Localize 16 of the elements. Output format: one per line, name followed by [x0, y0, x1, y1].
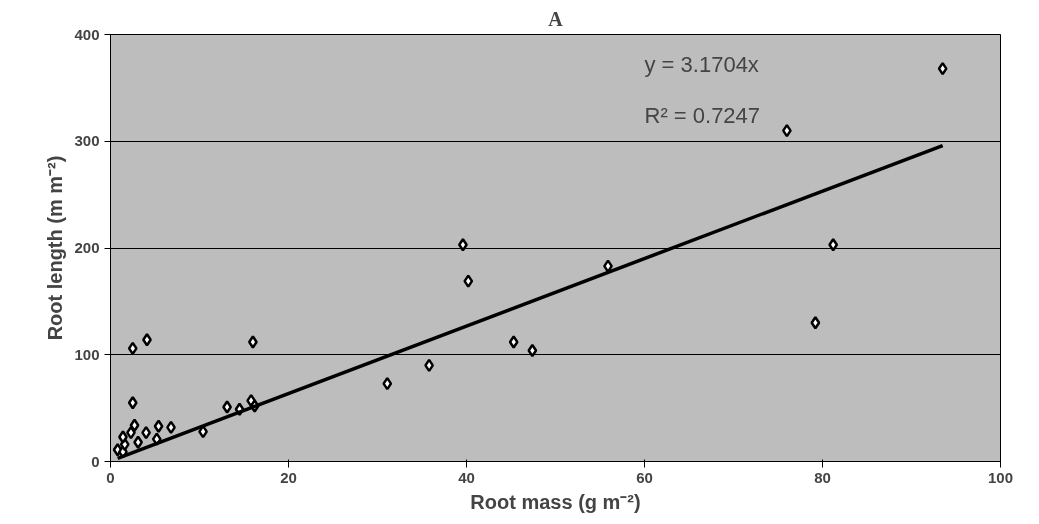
- chart-title: A: [548, 7, 564, 30]
- x-tick-label: 20: [280, 468, 297, 486]
- y-tick-label: 100: [74, 345, 100, 363]
- x-tick-label: 80: [814, 468, 831, 486]
- x-tick-label: 60: [636, 468, 653, 486]
- y-axis-title: Root length (m m⁻²): [44, 155, 67, 341]
- x-tick-label: 0: [106, 468, 115, 486]
- x-axis-title: Root mass (g m⁻²): [470, 490, 641, 513]
- y-tick-label: 400: [74, 25, 100, 43]
- y-tick-label: 0: [91, 452, 100, 470]
- annotation: R² = 0.7247: [644, 103, 761, 129]
- annotation: y = 3.1704x: [644, 51, 759, 77]
- x-tick-label: 40: [458, 468, 475, 486]
- y-tick-label: 300: [74, 132, 100, 150]
- y-tick-label: 200: [74, 239, 100, 256]
- x-tick-label: 100: [987, 468, 1014, 486]
